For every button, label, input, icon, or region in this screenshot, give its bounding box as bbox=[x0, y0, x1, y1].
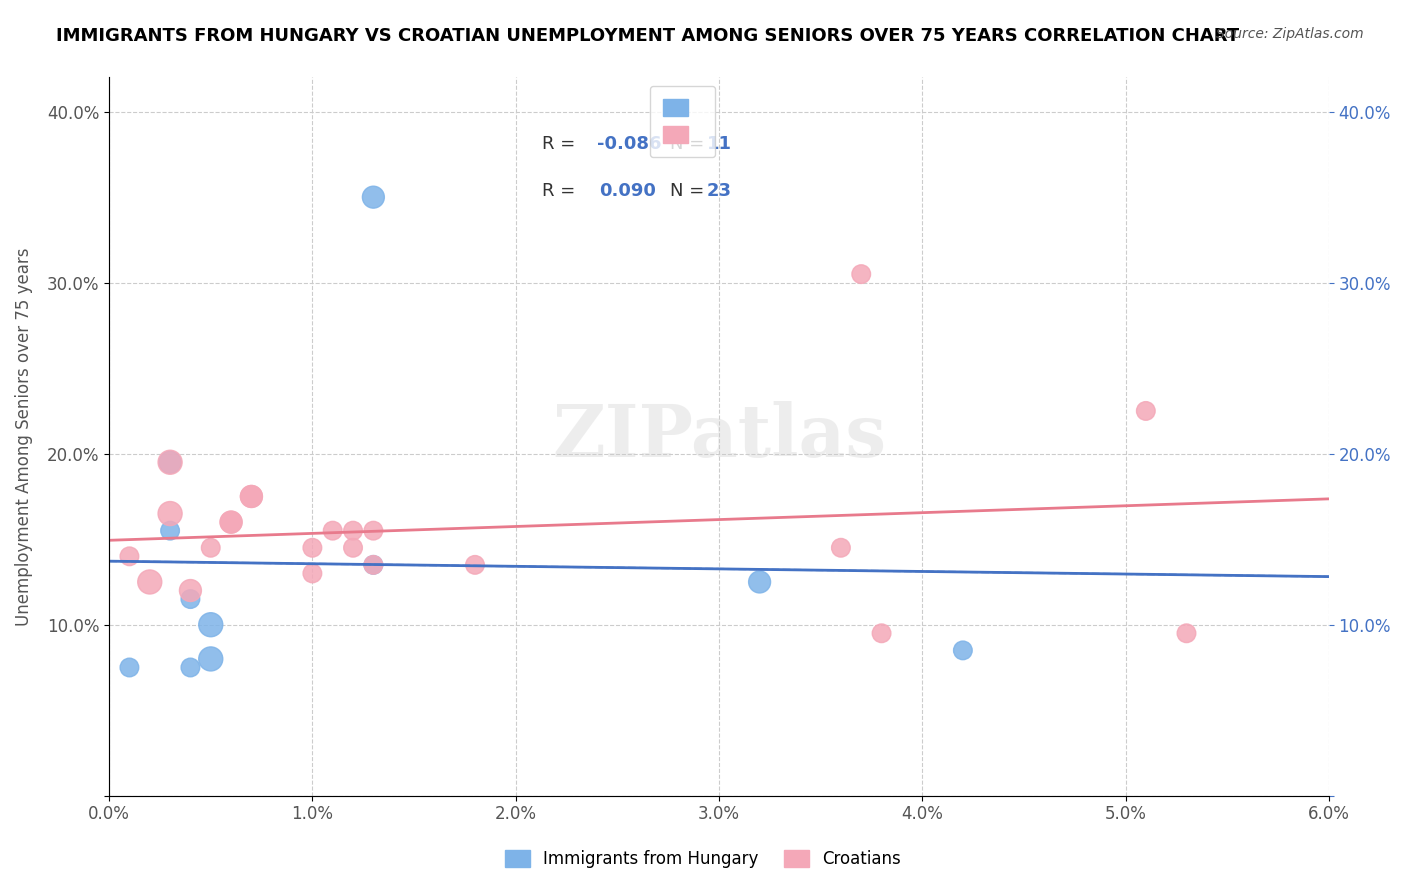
Point bbox=[219, 515, 242, 529]
Point bbox=[139, 574, 162, 589]
Point bbox=[240, 490, 263, 504]
Point bbox=[363, 524, 385, 538]
Point bbox=[342, 524, 364, 538]
Legend: , : , bbox=[650, 86, 714, 157]
Text: 11: 11 bbox=[707, 136, 731, 153]
Point bbox=[322, 524, 344, 538]
Text: R =: R = bbox=[543, 182, 581, 200]
Point bbox=[159, 455, 181, 469]
Text: 23: 23 bbox=[707, 182, 731, 200]
Point bbox=[1135, 404, 1157, 418]
Point bbox=[179, 592, 201, 607]
Point bbox=[200, 541, 222, 555]
Y-axis label: Unemployment Among Seniors over 75 years: Unemployment Among Seniors over 75 years bbox=[15, 247, 32, 626]
Text: R =: R = bbox=[543, 136, 581, 153]
Point bbox=[159, 507, 181, 521]
Point bbox=[179, 583, 201, 598]
Point bbox=[1175, 626, 1198, 640]
Point bbox=[830, 541, 852, 555]
Text: IMMIGRANTS FROM HUNGARY VS CROATIAN UNEMPLOYMENT AMONG SENIORS OVER 75 YEARS COR: IMMIGRANTS FROM HUNGARY VS CROATIAN UNEM… bbox=[56, 27, 1239, 45]
Point bbox=[363, 190, 385, 204]
Point bbox=[118, 660, 141, 674]
Point bbox=[851, 267, 873, 281]
Text: ZIPatlas: ZIPatlas bbox=[553, 401, 886, 472]
Point bbox=[952, 643, 974, 657]
Point bbox=[301, 566, 323, 581]
Text: N =: N = bbox=[671, 182, 710, 200]
Point bbox=[118, 549, 141, 564]
Point bbox=[870, 626, 893, 640]
Point bbox=[240, 490, 263, 504]
Point bbox=[301, 541, 323, 555]
Point bbox=[159, 455, 181, 469]
Point bbox=[179, 660, 201, 674]
Point bbox=[464, 558, 486, 572]
Legend: Immigrants from Hungary, Croatians: Immigrants from Hungary, Croatians bbox=[499, 843, 907, 875]
Point bbox=[200, 652, 222, 666]
Text: N =: N = bbox=[671, 136, 710, 153]
Point bbox=[363, 558, 385, 572]
Text: -0.086: -0.086 bbox=[598, 136, 661, 153]
Point bbox=[342, 541, 364, 555]
Point bbox=[159, 524, 181, 538]
Point bbox=[200, 617, 222, 632]
Text: Source: ZipAtlas.com: Source: ZipAtlas.com bbox=[1216, 27, 1364, 41]
Point bbox=[748, 574, 770, 589]
Point bbox=[363, 558, 385, 572]
Text: 0.090: 0.090 bbox=[599, 182, 657, 200]
Point bbox=[219, 515, 242, 529]
